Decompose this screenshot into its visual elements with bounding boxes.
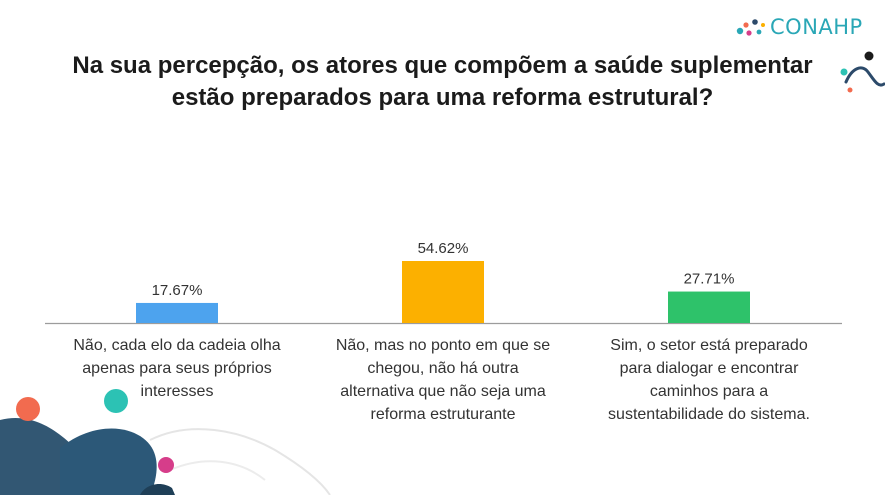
category-label-2-line: Não, mas no ponto em que se bbox=[335, 337, 551, 354]
category-label-2-line: alternativa que não seja uma bbox=[340, 383, 546, 400]
category-label-2: Não, mas no ponto em que se chegou, não h… bbox=[313, 334, 573, 426]
bar-1 bbox=[136, 302, 218, 323]
bar-3 bbox=[668, 291, 750, 323]
category-label-3-line: sustentabilidade do sistema. bbox=[608, 406, 810, 423]
category-label-1-line: interesses bbox=[140, 383, 214, 400]
category-label-1-line: Não, cada elo da cadeia olha bbox=[73, 337, 281, 354]
chart-title: Na sua percepção, os atores que compõem … bbox=[20, 50, 865, 114]
category-label-3: Sim, o setor está preparado para dialogar… bbox=[579, 334, 839, 426]
orange-dot-icon bbox=[16, 397, 40, 421]
logo-text: CONAHP bbox=[770, 15, 863, 39]
data-label-1: 17.67% bbox=[152, 282, 203, 299]
bottom-left-network-decoration bbox=[0, 389, 331, 495]
category-label-1: Não, cada elo da cadeia olha apenas para … bbox=[47, 334, 307, 403]
bars-group bbox=[136, 261, 750, 323]
category-label-1-line: apenas para seus próprios bbox=[82, 360, 272, 377]
data-label-2: 54.62% bbox=[418, 240, 469, 257]
bar-2 bbox=[402, 261, 484, 323]
category-label-3-line: Sim, o setor está preparado bbox=[610, 337, 808, 354]
chart-title-line-2: estão preparados para uma reforma estrut… bbox=[171, 84, 714, 111]
category-label-2-line: reforma estruturante bbox=[370, 406, 516, 423]
data-labels-group: 17.67% 54.62% 27.71% bbox=[152, 240, 735, 299]
teal-dot-icon bbox=[104, 389, 128, 413]
data-label-3: 27.71% bbox=[684, 271, 735, 288]
category-label-3-line: caminhos para a bbox=[649, 383, 769, 400]
category-label-3-line: para dialogar e encontrar bbox=[619, 360, 799, 377]
chart-title-line-1: Na sua percepção, os atores que compõem … bbox=[72, 52, 813, 79]
right-figure-decoration bbox=[840, 51, 885, 93]
category-label-2-line: chegou, não há outra bbox=[367, 360, 519, 377]
logo-icon bbox=[736, 19, 765, 36]
pink-dot-icon bbox=[158, 457, 174, 473]
conahp-logo: CONAHP bbox=[736, 12, 863, 42]
